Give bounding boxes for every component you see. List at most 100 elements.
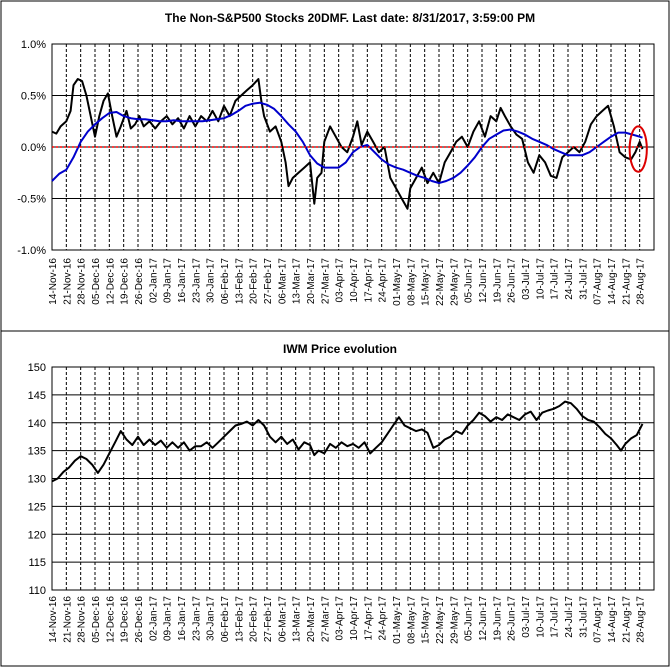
- bottom-x-tick-label: 19-Dec-16: [120, 596, 131, 643]
- top-x-tick-label: 13-Mar-17: [292, 258, 303, 305]
- bottom-y-tick-label: 110: [28, 585, 46, 597]
- top-x-tick-label: 24-Apr-17: [378, 258, 389, 303]
- bottom-x-tick-label: 01-May-17: [392, 596, 403, 644]
- bottom-y-tick-label: 130: [28, 474, 46, 486]
- bottom-x-tick-label: 29-May-17: [449, 596, 460, 644]
- bottom-y-tick-label: 125: [28, 501, 46, 513]
- bottom-y-tick-label: 135: [28, 446, 46, 458]
- top-y-tick-label: 1.0%: [21, 39, 46, 51]
- top-series-line-1: [51, 101, 643, 185]
- bottom-x-tick-label: 27-Feb-17: [263, 596, 274, 643]
- top-x-tick-label: 24-Jul-17: [564, 258, 575, 300]
- top-y-tick-label: 0.0%: [21, 142, 46, 154]
- top-x-tick-label: 13-Feb-17: [234, 258, 245, 305]
- bottom-x-tick-label: 13-Mar-17: [292, 596, 303, 643]
- top-x-tick-label: 02-Jan-17: [148, 258, 159, 303]
- top-x-tick-label: 22-May-17: [435, 258, 446, 306]
- bottom-y-tick-label: 145: [28, 390, 46, 402]
- top-x-tick-label: 31-Jul-17: [578, 258, 589, 300]
- top-x-tick-label: 01-May-17: [392, 258, 403, 306]
- top-x-tick-label: 15-May-17: [421, 258, 432, 306]
- top-x-tick-label: 06-Mar-17: [277, 258, 288, 305]
- bottom-x-tick-label: 03-Jul-17: [521, 596, 532, 638]
- top-y-tick-label: -1.0%: [17, 245, 46, 257]
- bottom-chart-title: IWM Price evolution: [283, 342, 397, 356]
- bottom-x-tick-label: 28-Nov-16: [77, 596, 88, 643]
- top-x-tick-label: 21-Aug-17: [621, 258, 632, 305]
- top-x-tick-label: 09-Jan-17: [163, 258, 174, 303]
- bottom-x-tick-label: 26-Dec-16: [134, 596, 145, 643]
- bottom-x-tick-label: 14-Nov-16: [48, 596, 59, 643]
- top-x-tick-label: 12-Jun-17: [478, 258, 489, 303]
- top-x-tick-label: 10-Jul-17: [535, 258, 546, 300]
- bottom-y-tick-label: 120: [28, 529, 46, 541]
- bottom-y-tick-label: 140: [28, 418, 46, 430]
- top-x-tick-label: 10-Apr-17: [349, 258, 360, 303]
- bottom-x-tick-label: 07-Aug-17: [593, 596, 604, 643]
- top-x-tick-label: 26-Jun-17: [507, 258, 518, 303]
- bottom-x-tick-label: 16-Jan-17: [177, 596, 188, 641]
- top-x-tick-label: 17-Jul-17: [550, 258, 561, 300]
- top-x-tick-label: 23-Jan-17: [191, 258, 202, 303]
- bottom-x-tick-label: 24-Jul-17: [564, 596, 575, 638]
- bottom-x-tick-label: 14-Aug-17: [607, 596, 618, 643]
- top-x-tick-label: 26-Dec-16: [134, 258, 145, 305]
- bottom-y-tick-label: 115: [28, 557, 46, 569]
- bottom-x-tick-label: 17-Jul-17: [550, 596, 561, 638]
- bottom-x-tick-label: 17-Apr-17: [363, 596, 374, 641]
- bottom-x-tick-label: 02-Jan-17: [148, 596, 159, 641]
- top-x-tick-label: 14-Nov-16: [48, 258, 59, 305]
- top-series-line-0: [51, 78, 644, 210]
- bottom-x-tick-label: 03-Apr-17: [335, 596, 346, 641]
- bottom-x-tick-label: 22-May-17: [435, 596, 446, 644]
- top-x-tick-label: 14-Aug-17: [607, 258, 618, 305]
- top-y-tick-label: -0.5%: [17, 194, 46, 206]
- bottom-x-tick-label: 15-May-17: [421, 596, 432, 644]
- bottom-x-tick-label: 12-Dec-16: [105, 596, 116, 643]
- top-x-tick-label: 17-Apr-17: [363, 258, 374, 303]
- top-x-tick-label: 29-May-17: [449, 258, 460, 306]
- top-x-tick-label: 19-Dec-16: [120, 258, 131, 305]
- bottom-x-tick-label: 06-Mar-17: [277, 596, 288, 643]
- bottom-x-tick-label: 23-Jan-17: [191, 596, 202, 641]
- bottom-x-tick-label: 20-Feb-17: [249, 596, 260, 643]
- bottom-x-tick-label: 20-Mar-17: [306, 596, 317, 643]
- top-x-tick-label: 20-Mar-17: [306, 258, 317, 305]
- bottom-x-tick-label: 06-Feb-17: [220, 596, 231, 643]
- top-x-tick-label: 27-Feb-17: [263, 258, 274, 305]
- top-x-tick-label: 27-Mar-17: [320, 258, 331, 305]
- top-x-tick-label: 12-Dec-16: [105, 258, 116, 305]
- bottom-x-tick-label: 05-Jun-17: [464, 596, 475, 641]
- top-x-tick-label: 20-Feb-17: [249, 258, 260, 305]
- top-x-tick-label: 08-May-17: [406, 258, 417, 306]
- top-chart-title: The Non-S&P500 Stocks 20DMF. Last date: …: [165, 11, 535, 25]
- top-x-tick-label: 19-Jun-17: [492, 258, 503, 303]
- bottom-x-tick-label: 10-Jul-17: [535, 596, 546, 638]
- bottom-x-tick-label: 26-Jun-17: [507, 596, 518, 641]
- top-chart: 1.0% 0.5% 0.0% -0.5% -1.0%14-Nov-16 21-Nov-16…: [17, 39, 655, 306]
- bottom-x-tick-label: 05-Dec-16: [91, 596, 102, 643]
- top-x-tick-label: 03-Apr-17: [335, 258, 346, 303]
- bottom-y-tick-label: 150: [28, 362, 46, 374]
- bottom-series-line-0: [51, 400, 644, 483]
- top-highlight-ellipse: [628, 125, 648, 173]
- bottom-x-tick-label: 31-Jul-17: [578, 596, 589, 638]
- top-x-tick-label: 21-Nov-16: [62, 258, 73, 305]
- top-x-tick-label: 05-Dec-16: [91, 258, 102, 305]
- top-x-tick-label: 30-Jan-17: [206, 258, 217, 303]
- bottom-x-tick-label: 24-Apr-17: [378, 596, 389, 641]
- top-x-tick-label: 06-Feb-17: [220, 258, 231, 305]
- bottom-x-tick-label: 21-Nov-16: [62, 596, 73, 643]
- top-x-tick-label: 28-Nov-16: [77, 258, 88, 305]
- top-x-tick-label: 28-Aug-17: [636, 258, 647, 305]
- bottom-x-tick-label: 13-Feb-17: [234, 596, 245, 643]
- bottom-x-tick-label: 19-Jun-17: [492, 596, 503, 641]
- bottom-x-tick-label: 30-Jan-17: [206, 596, 217, 641]
- bottom-x-tick-label: 10-Apr-17: [349, 596, 360, 641]
- bottom-x-tick-label: 09-Jan-17: [163, 596, 174, 641]
- top-x-tick-label: 07-Aug-17: [593, 258, 604, 305]
- bottom-x-tick-label: 08-May-17: [406, 596, 417, 644]
- top-x-tick-label: 16-Jan-17: [177, 258, 188, 303]
